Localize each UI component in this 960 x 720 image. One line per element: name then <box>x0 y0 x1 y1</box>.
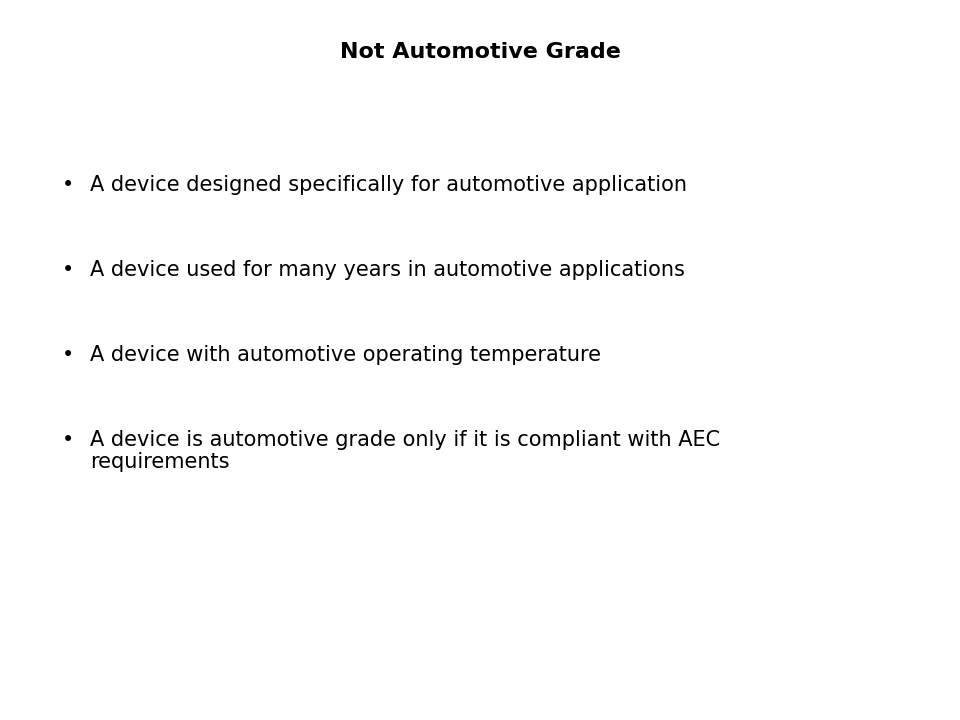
Text: •: • <box>61 175 74 195</box>
Text: •: • <box>61 430 74 450</box>
Text: A device used for many years in automotive applications: A device used for many years in automoti… <box>90 260 684 280</box>
Text: A device with automotive operating temperature: A device with automotive operating tempe… <box>90 345 601 365</box>
Text: requirements: requirements <box>90 452 229 472</box>
Text: •: • <box>61 260 74 280</box>
Text: A device is automotive grade only if it is compliant with AEC: A device is automotive grade only if it … <box>90 430 720 450</box>
Text: A device designed specifically for automotive application: A device designed specifically for autom… <box>90 175 687 195</box>
Text: •: • <box>61 345 74 365</box>
Text: Not Automotive Grade: Not Automotive Grade <box>340 42 620 62</box>
